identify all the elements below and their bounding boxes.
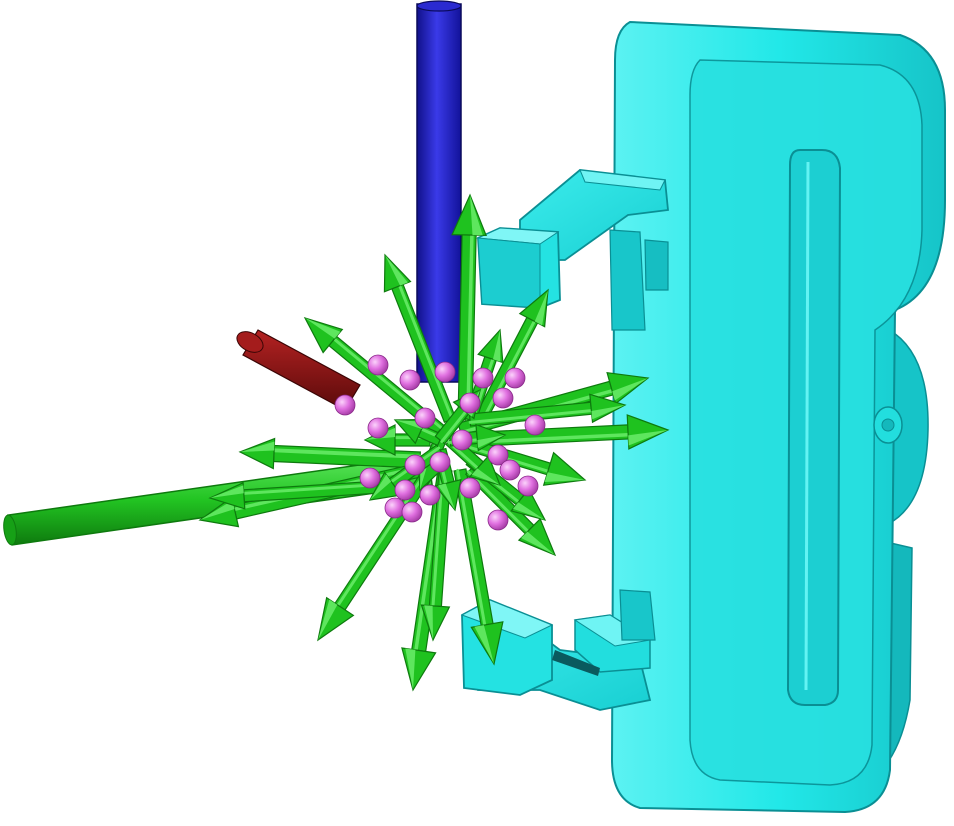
contact-point-sphere[interactable]: [487, 444, 509, 466]
contact-point-sphere[interactable]: [459, 392, 481, 414]
contact-point-sphere[interactable]: [419, 484, 441, 506]
part-slot: [786, 149, 842, 706]
contact-point-sphere[interactable]: [504, 367, 526, 389]
contact-point-sphere[interactable]: [487, 509, 509, 531]
force-arrow[interactable]: [238, 437, 423, 470]
force-arrow[interactable]: [464, 464, 557, 557]
contact-point-sphere[interactable]: [429, 451, 451, 473]
contact-point-sphere[interactable]: [404, 454, 426, 476]
cyan-bracket-part[interactable]: [460, 20, 946, 814]
force-arrow[interactable]: [467, 438, 587, 486]
contact-point-sphere[interactable]: [434, 361, 456, 383]
contact-point-sphere[interactable]: [459, 477, 481, 499]
contact-point-sphere[interactable]: [367, 354, 389, 376]
contact-point-sphere[interactable]: [394, 479, 416, 501]
contact-point-sphere[interactable]: [451, 429, 473, 451]
contact-point-sphere[interactable]: [401, 501, 423, 523]
force-arrows[interactable]: [2, 193, 670, 692]
force-arrow[interactable]: [458, 414, 670, 450]
contact-point-sphere[interactable]: [359, 467, 381, 489]
contact-point-sphere[interactable]: [334, 394, 356, 416]
contact-point-sphere[interactable]: [367, 417, 389, 439]
contact-point-sphere[interactable]: [384, 497, 406, 519]
contact-points[interactable]: [334, 354, 546, 531]
force-arrow[interactable]: [383, 253, 457, 423]
contact-point-sphere[interactable]: [499, 459, 521, 481]
z-axis[interactable]: [416, 0, 462, 383]
contact-point-sphere[interactable]: [414, 407, 436, 429]
force-arrow[interactable]: [453, 468, 504, 666]
force-arrow[interactable]: [303, 317, 445, 436]
contact-point-sphere[interactable]: [472, 367, 494, 389]
contact-point-sphere[interactable]: [399, 369, 421, 391]
contact-point-sphere[interactable]: [524, 414, 546, 436]
force-arrow[interactable]: [451, 193, 488, 422]
contact-point-sphere[interactable]: [492, 387, 514, 409]
contact-point-sphere[interactable]: [517, 475, 539, 497]
